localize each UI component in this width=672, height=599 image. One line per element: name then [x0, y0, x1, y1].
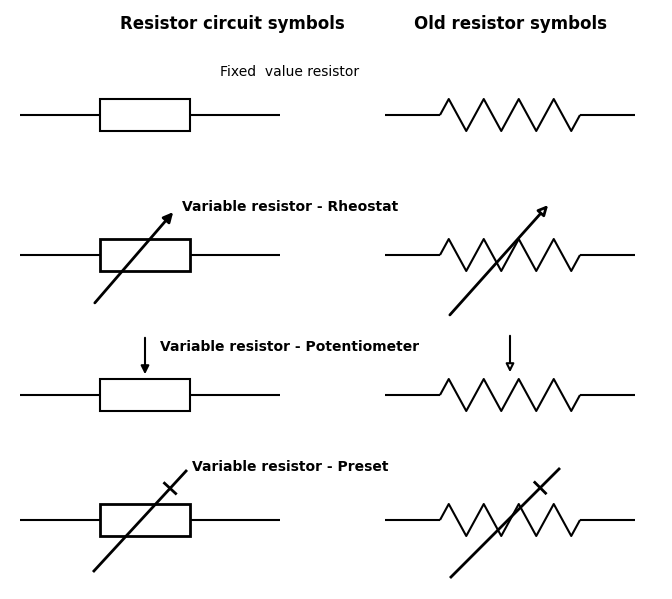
Bar [100, 99, 190, 131]
Text: Variable resistor - Potentiometer: Variable resistor - Potentiometer [161, 340, 419, 354]
Text: Resistor circuit symbols: Resistor circuit symbols [120, 15, 345, 33]
Text: Old resistor symbols: Old resistor symbols [413, 15, 607, 33]
Text: Variable resistor - Rheostat: Variable resistor - Rheostat [182, 200, 398, 214]
Bar [100, 379, 190, 411]
Text: Variable resistor - Preset: Variable resistor - Preset [192, 460, 388, 474]
Bar [100, 504, 190, 536]
Bar [100, 239, 190, 271]
Text: Fixed  value resistor: Fixed value resistor [220, 65, 360, 79]
